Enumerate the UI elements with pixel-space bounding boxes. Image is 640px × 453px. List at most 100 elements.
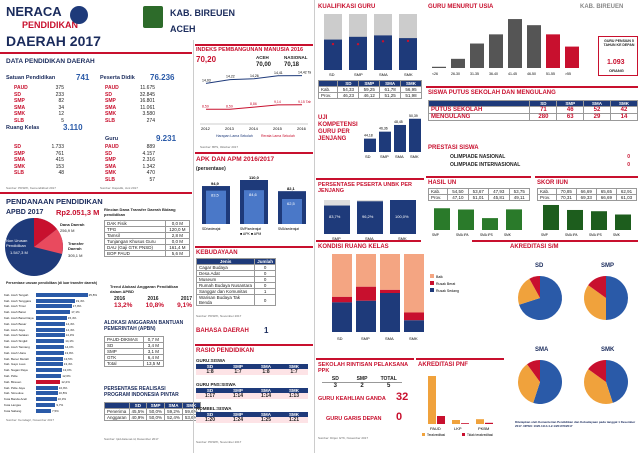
table-cell: 52,4% bbox=[164, 414, 183, 421]
bar-value: 10,9% bbox=[58, 385, 68, 390]
item-value: 889 bbox=[146, 144, 155, 150]
tick-label: SMA IPS bbox=[480, 233, 493, 237]
bar-value: 17,9% bbox=[72, 304, 82, 309]
bar-row: Kab. Pidie 12,6% bbox=[4, 373, 99, 379]
table-cell: Prov. bbox=[427, 194, 449, 201]
table-cell: Prov. bbox=[317, 92, 339, 99]
legend-label: Harapan Lama Sekolah bbox=[216, 134, 253, 138]
source: Sumber: PDSPK, November 2017 bbox=[196, 440, 242, 444]
bar bbox=[36, 321, 65, 326]
bar-value: 13,4% bbox=[63, 362, 73, 367]
tick-label: >55 bbox=[565, 72, 571, 76]
bar bbox=[36, 304, 72, 309]
bar bbox=[36, 327, 65, 332]
bar-terakreditasi bbox=[428, 376, 436, 424]
bar-label: Kab. Aceh Jaya bbox=[4, 327, 25, 332]
bar-row: Kab. Bener Meriah 13,5% bbox=[4, 356, 99, 362]
item-value: 32.845 bbox=[139, 91, 155, 98]
bar-label: Kab. Aceh Utara bbox=[4, 350, 26, 355]
item-value: 11.675 bbox=[140, 85, 155, 91]
kualifikasi-bar-chart: SD SMP SMA SMK bbox=[324, 14, 417, 77]
list-item: SMA 11.061 bbox=[105, 105, 155, 112]
item-value: 153 bbox=[55, 163, 64, 170]
table-cell: 45,81 bbox=[488, 194, 510, 201]
rasio-cell: 1:21 bbox=[280, 417, 308, 423]
item-label: SMA bbox=[105, 104, 117, 111]
rasio-head-cell: SD bbox=[196, 364, 224, 369]
persen-title: Persentase urusan pendidikan (di luar tr… bbox=[6, 281, 98, 285]
bar bbox=[458, 209, 474, 230]
putus-table: SD SMP SMA SMK PUTUS SEKOLAH 71 46 52 42 MENGULAN… bbox=[427, 100, 639, 121]
bar-value: 14,1% bbox=[65, 339, 74, 344]
title-line2: PENDIDIKAN bbox=[22, 20, 79, 30]
bar bbox=[36, 368, 62, 373]
bar-row: Kota Sabang 7,5% bbox=[4, 408, 99, 414]
tick-label: SD bbox=[329, 72, 335, 77]
pie-slice-transfer bbox=[34, 229, 63, 254]
bahasa-title: BAHASA DAERAH bbox=[196, 328, 249, 334]
rasio-row: 1:8 1:7 1:8 1:7 bbox=[196, 369, 308, 375]
bar-kab bbox=[374, 35, 392, 70]
pie-dana-value: 256,9 M bbox=[60, 228, 75, 233]
list-item: SMA 1.342 bbox=[105, 164, 155, 171]
table-cell: 46 bbox=[556, 106, 584, 114]
bar-row: Kab. Aceh Tamiang 14,0% bbox=[4, 344, 99, 350]
rasio-cell: 1:13 bbox=[280, 393, 308, 399]
bar-label: Kab. Bener Meriah bbox=[4, 356, 30, 361]
bar bbox=[482, 218, 498, 230]
tick-label: SMK bbox=[398, 236, 407, 241]
data-label: 110,0 bbox=[249, 175, 260, 180]
bar bbox=[390, 200, 416, 234]
bar-terakreditasi bbox=[452, 420, 460, 424]
item-label: PAUD bbox=[105, 144, 119, 150]
pie-dana-label: Dana Daerah bbox=[60, 222, 85, 227]
bar-row: Kab. Aceh Barat 17,1% bbox=[4, 309, 99, 315]
tick-label: 2012 bbox=[201, 126, 211, 131]
alokasi-title: ALOKASI ANGGARAN BANTUAN PEMERINTAH (APB… bbox=[104, 320, 184, 332]
list-item: SMK 153 bbox=[14, 164, 64, 171]
sek-row: 3 2 5 bbox=[322, 383, 402, 389]
bar bbox=[357, 201, 383, 234]
pensiun-label: GURU PENSIUN 5 TAHUN KE DEPAN bbox=[603, 39, 635, 47]
list-item: SLB 5 bbox=[14, 118, 64, 125]
rasio-cell: 1:8 bbox=[196, 369, 224, 375]
prestasi-value: 0 bbox=[627, 154, 630, 160]
item-value: 1.342 bbox=[142, 163, 155, 170]
data-label: 96,2% bbox=[362, 214, 374, 219]
ipm-aceh-label: ACEH bbox=[256, 55, 269, 60]
bar-apm bbox=[206, 190, 226, 224]
bar bbox=[546, 34, 560, 68]
item-value: 48 bbox=[58, 170, 64, 176]
item-label: SD bbox=[14, 91, 21, 98]
item-label: SD bbox=[105, 91, 112, 98]
satuan-label: Satuan Pendidikan bbox=[6, 75, 56, 81]
item-value: 34 bbox=[58, 104, 64, 111]
pie-title: SMP bbox=[601, 263, 614, 269]
data-label: 48,45 bbox=[394, 120, 403, 124]
sek-cell: 5 bbox=[387, 383, 391, 389]
bar-value: 13,5% bbox=[64, 356, 73, 361]
hasil-title: HASIL UN bbox=[428, 180, 457, 186]
bar-row: Kab. Aceh Barat Daya 15,4% bbox=[4, 315, 99, 321]
data-label: 100,0% bbox=[395, 214, 409, 219]
table-row: Penerima 45,5% 50,0% 59,2% 59,6% bbox=[104, 408, 201, 415]
rasio-cell: 1:7 bbox=[224, 369, 252, 375]
stack-segment bbox=[380, 254, 400, 290]
list-item: SMA 34 bbox=[14, 105, 64, 112]
item-value: 761 bbox=[55, 150, 64, 157]
prestasi-label: OLIMPIADE INTERNASIONAL bbox=[450, 162, 521, 168]
title-line1: NERACA bbox=[6, 4, 62, 19]
table-cell: 161,4 M bbox=[164, 244, 191, 251]
prestasi-item: OLIMPIADE INTERNASIONAL 0 bbox=[450, 161, 630, 169]
bar-row: Kab. Aceh Jaya 14,4% bbox=[4, 327, 99, 333]
item-label: SMA bbox=[14, 157, 26, 163]
bar-row: Kab. Aceh Selatan 14,3% bbox=[4, 333, 99, 339]
akreditasi-note: Ditetapkan oleh Kementerian Pendidikan d… bbox=[515, 420, 636, 428]
bar-row: Kab. Aceh Besar 14,4% bbox=[4, 321, 99, 327]
ministry-logo-icon bbox=[70, 6, 88, 24]
title-line3: DAERAH 2017 bbox=[6, 33, 101, 49]
tick-label: SMP bbox=[432, 233, 439, 237]
ipm-value: 70,20 bbox=[196, 55, 217, 64]
table-cell: BOP PAUD bbox=[104, 250, 166, 257]
bar bbox=[379, 131, 391, 152]
